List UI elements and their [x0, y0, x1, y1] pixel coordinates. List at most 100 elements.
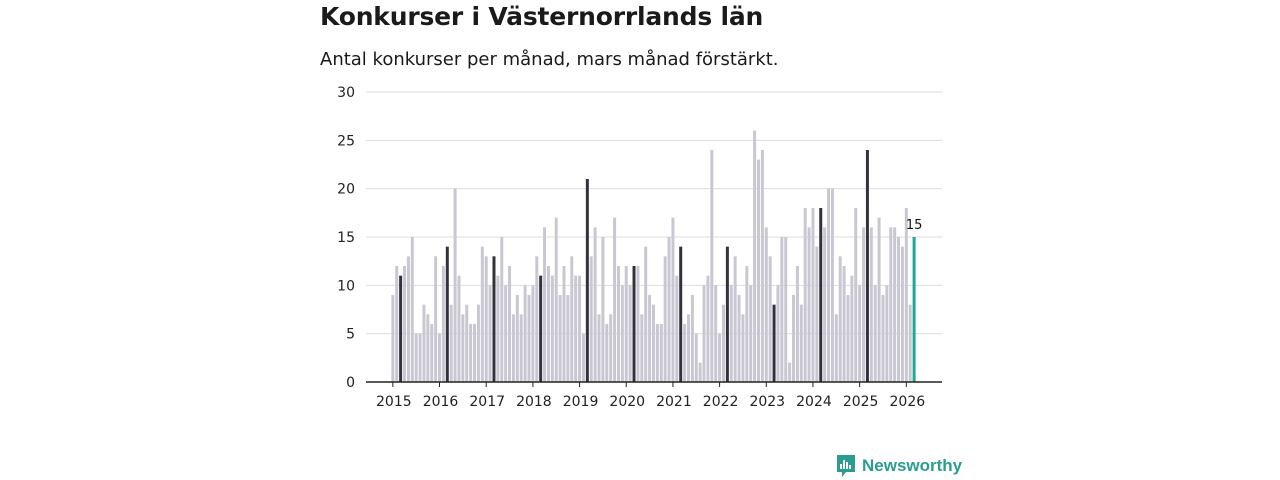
- bar-2018-maj: [546, 266, 550, 382]
- bar-2016-maj: [453, 188, 457, 382]
- bar-2023-dec: [807, 227, 811, 382]
- bar-2021-feb: [675, 275, 679, 382]
- bar-2016-jun: [457, 275, 461, 382]
- bar-2022-maj: [733, 256, 737, 382]
- bar-2024-feb: [815, 246, 819, 382]
- bar-2022-jan: [718, 333, 722, 382]
- x-tick-label: 2019: [563, 394, 599, 410]
- bar-2015-nov: [430, 324, 434, 382]
- bar-2019-mar: [585, 179, 589, 382]
- x-tick-label: 2026: [890, 394, 926, 410]
- bar-2020-feb: [628, 285, 632, 382]
- bar-2015-jul: [414, 333, 418, 382]
- bar-2017-maj: [500, 237, 504, 382]
- bar-2016-mar: [445, 246, 449, 382]
- bar-2023-jul: [788, 362, 792, 382]
- x-tick-label: 2023: [749, 394, 785, 410]
- bar-2025-jul: [881, 295, 885, 382]
- bar-2022-sep: [749, 285, 753, 382]
- bar-2019-apr: [589, 256, 593, 382]
- bar-2017-sep: [515, 295, 519, 382]
- bar-2015-aug: [418, 333, 422, 382]
- bar-2018-nov: [570, 256, 574, 382]
- bar-2020-okt: [659, 324, 663, 382]
- x-tick-label: 2022: [703, 394, 739, 410]
- bar-2023-aug: [792, 295, 796, 382]
- y-tick-label: 20: [337, 182, 355, 198]
- bar-2017-apr: [496, 275, 500, 382]
- bar-2018-jul: [554, 217, 558, 382]
- bar-2021-jan: [671, 217, 675, 382]
- bar-2015-sep: [422, 304, 426, 382]
- bar-2018-aug: [558, 295, 562, 382]
- bar-2021-okt: [706, 275, 710, 382]
- bar-2017-nov: [523, 285, 527, 382]
- y-tick-label: 10: [337, 278, 355, 294]
- bar-2025-jan: [858, 285, 862, 382]
- bar-2020-apr: [636, 266, 640, 382]
- latest-value-label: 15: [906, 218, 923, 233]
- bar-2025-apr: [869, 227, 873, 382]
- bar-2025-okt: [893, 227, 897, 382]
- bars: [391, 130, 916, 382]
- bar-2017-jun: [504, 285, 508, 382]
- bar-2019-jul: [601, 237, 605, 382]
- chart-title: Konkurser i Västernorrlands län: [320, 2, 764, 31]
- x-tick-label: 2024: [796, 394, 832, 410]
- bar-2019-jun: [597, 314, 601, 382]
- bar-2019-feb: [581, 333, 585, 382]
- bar-2015-feb: [395, 266, 399, 382]
- bar-2018-mar: [539, 275, 543, 382]
- bar-2019-okt: [613, 217, 617, 382]
- bar-2017-aug: [511, 314, 515, 382]
- x-tick-label: 2020: [609, 394, 645, 410]
- bar-2017-mar: [492, 256, 496, 382]
- bar-2022-dec: [760, 150, 764, 382]
- bar-2026-feb: [908, 304, 912, 382]
- bar-2024-mar: [819, 208, 823, 382]
- x-tick-label: 2021: [656, 394, 692, 410]
- y-tick-label: 0: [346, 375, 355, 391]
- bar-2021-dec: [714, 285, 718, 382]
- bar-2017-jul: [508, 266, 512, 382]
- bar-2021-sep: [702, 285, 706, 382]
- x-tick-label: 2018: [516, 394, 552, 410]
- bar-2025-aug: [885, 285, 889, 382]
- bar-2020-dec: [667, 237, 671, 382]
- bar-2019-aug: [605, 324, 609, 382]
- brand-name: Newsworthy: [862, 456, 963, 475]
- bar-2024-apr: [823, 227, 827, 382]
- newsworthy-logo: Newsworthy: [836, 454, 962, 478]
- y-tick-label: 15: [337, 230, 355, 246]
- bar-2024-aug: [838, 256, 842, 382]
- bar-2021-aug: [698, 362, 702, 382]
- bar-2025-sep: [889, 227, 893, 382]
- bar-2023-maj: [780, 237, 784, 382]
- axes: [366, 381, 942, 387]
- bar-2016-jan: [438, 333, 442, 382]
- bar-2024-maj: [827, 188, 831, 382]
- bar-2024-sep: [842, 266, 846, 382]
- bar-2015-jun: [410, 237, 414, 382]
- bar-2023-nov: [803, 208, 807, 382]
- bar-2015-jan: [391, 295, 395, 382]
- bar-2016-feb: [441, 266, 445, 382]
- bar-2025-nov: [897, 237, 901, 382]
- bar-2026-jan: [904, 208, 908, 382]
- bar-2015-mar: [399, 275, 403, 382]
- y-tick-label: 5: [346, 327, 355, 343]
- x-tick-label: 2016: [423, 394, 459, 410]
- bar-2023-jun: [784, 237, 788, 382]
- bar-2026-mar: [912, 237, 916, 382]
- bar-2025-feb: [862, 227, 866, 382]
- bar-2021-jul: [694, 333, 698, 382]
- bar-2022-okt: [753, 130, 757, 382]
- bar-2015-okt: [426, 314, 430, 382]
- bar-2018-apr: [543, 227, 547, 382]
- bar-2018-jan: [531, 285, 535, 382]
- bar-2023-apr: [776, 285, 780, 382]
- bar-2015-dec: [434, 256, 438, 382]
- bar-2019-sep: [609, 314, 613, 382]
- bar-2019-maj: [593, 227, 597, 382]
- bar-2016-apr: [449, 304, 453, 382]
